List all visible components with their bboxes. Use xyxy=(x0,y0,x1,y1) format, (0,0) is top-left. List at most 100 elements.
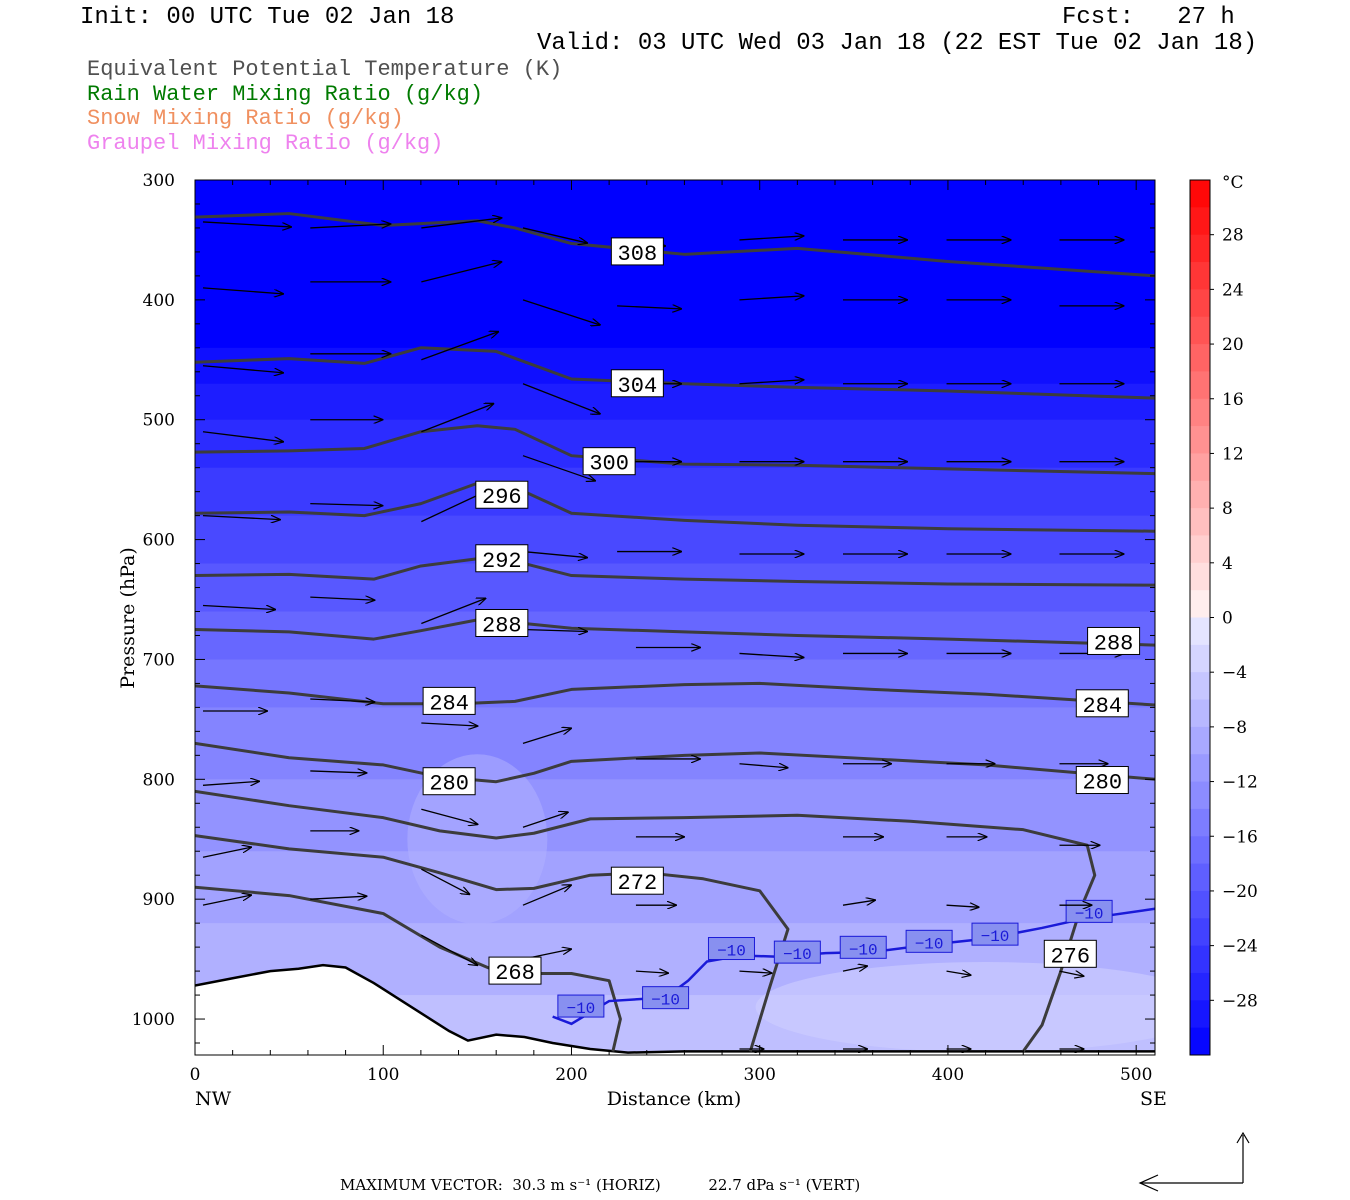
wind-vector xyxy=(617,306,681,309)
y-tick-label: 700 xyxy=(143,650,175,670)
isotherm-label: −10 xyxy=(566,1000,595,1018)
contour-labels: 308 304 300 296 292 288 288 284 284 280 280 272 276 2… xyxy=(422,237,1141,986)
contour-label: 280 xyxy=(1082,771,1122,796)
valid-time: Valid: 03 UTC Wed 03 Jan 18 (22 EST Tue … xyxy=(537,30,1258,57)
theta-e-contour xyxy=(195,346,1155,400)
wind-vector xyxy=(522,455,595,481)
legend-theta-e: Equivalent Potential Temperature (K) xyxy=(87,57,563,82)
theta-e-contour xyxy=(195,789,1097,1053)
wind-vector xyxy=(739,236,803,241)
contour-label-box xyxy=(475,480,529,509)
colorbar-tick-label: −20 xyxy=(1222,882,1258,902)
x-tick-label: 300 xyxy=(743,1065,775,1085)
contour-label-box xyxy=(422,686,476,715)
contour-label: 276 xyxy=(1050,944,1090,969)
wind-vector xyxy=(421,868,469,894)
wind-vector xyxy=(739,971,771,973)
y-tick-label: 400 xyxy=(143,291,175,311)
legend-snow: Snow Mixing Ratio (g/kg) xyxy=(87,106,404,131)
colorbar-swatch xyxy=(1190,480,1210,509)
wind-vector xyxy=(1059,971,1083,976)
isotherm-label-box xyxy=(905,929,953,953)
colorbar-swatch xyxy=(1190,535,1210,564)
legend-rain: Rain Water Mixing Ratio (g/kg) xyxy=(87,82,484,107)
colorbar-swatch xyxy=(1190,918,1210,947)
wind-vector xyxy=(522,812,568,828)
isotherm-label-box xyxy=(642,986,690,1010)
colorbar-swatch xyxy=(1190,344,1210,372)
wind-vector xyxy=(310,504,382,506)
wind-vector xyxy=(946,971,971,975)
wind-vector xyxy=(310,597,374,600)
wind-vector xyxy=(842,966,867,971)
x-tick-label: 500 xyxy=(1120,1065,1152,1085)
contour-label: 292 xyxy=(482,549,522,574)
terrain xyxy=(195,963,1155,1055)
colorbar: °C 28 24 20 16 12 8 4 0 −4 −8 −12 −16 −20 −24 −28 xyxy=(1189,173,1258,1056)
contour-label: 284 xyxy=(429,691,469,716)
colorbar-unit: °C xyxy=(1222,173,1244,193)
x-tick-label: 400 xyxy=(932,1065,964,1085)
axes: 0 100 200 300 400 500 300 400 500 600 700 800 900 100… xyxy=(132,171,1155,1085)
contour-label-box xyxy=(475,608,529,637)
wind-vector xyxy=(421,404,493,433)
colorbar-tick-label: 20 xyxy=(1222,335,1244,355)
contour-label: 288 xyxy=(482,613,522,638)
colorbar-tick-label: −8 xyxy=(1222,718,1247,738)
colorbar-swatch xyxy=(1190,398,1210,427)
contour-label: 308 xyxy=(618,242,658,267)
temp-band xyxy=(195,779,1155,853)
warm-tongue xyxy=(407,754,548,925)
max-vector-label: MAXIMUM VECTOR: xyxy=(340,1176,503,1194)
colorbar-swatch xyxy=(1190,972,1210,1001)
contour-label-box xyxy=(1043,939,1097,968)
isotherm-label-box xyxy=(773,940,821,964)
colorbar-swatch xyxy=(1190,644,1210,673)
colorbar-tick-label: 8 xyxy=(1222,499,1233,519)
colorbar-swatch xyxy=(1190,781,1210,810)
wind-vector xyxy=(202,221,291,227)
theta-e-contour xyxy=(195,424,1155,476)
wind-vector xyxy=(946,905,979,907)
wind-vector xyxy=(421,598,485,625)
colorbar-swatch xyxy=(1190,316,1210,345)
near-surface-band xyxy=(755,962,1155,1053)
contour-label-box xyxy=(422,767,476,796)
colorbar-swatch xyxy=(1190,590,1210,618)
wind-vector xyxy=(421,332,498,361)
wind-vector xyxy=(202,287,283,294)
colorbar-swatch xyxy=(1190,726,1210,755)
colorbar-tick-label: 28 xyxy=(1222,226,1244,246)
wind-vector xyxy=(522,629,587,631)
contour-label: 272 xyxy=(618,871,658,896)
wind-vector xyxy=(421,808,477,824)
contour-label-box xyxy=(488,956,542,985)
terrain-fill xyxy=(195,965,1155,1055)
contour-label: 304 xyxy=(618,374,658,399)
wind-vectors xyxy=(202,218,1123,1049)
wind-vector xyxy=(635,971,668,973)
colorbar-swatch xyxy=(1190,562,1210,591)
wind-vector xyxy=(421,218,501,229)
colorbar-swatch xyxy=(1190,262,1210,290)
isotherm-label-box xyxy=(557,994,605,1018)
y-axis-title: Pressure (hPa) xyxy=(117,547,139,689)
temp-band xyxy=(195,383,1155,421)
temp-band xyxy=(195,467,1155,517)
colorbar-swatch xyxy=(1190,808,1210,837)
isotherm-label-box xyxy=(971,922,1019,946)
contour-label-box xyxy=(1087,626,1141,655)
y-tick-label: 1000 xyxy=(132,1010,175,1030)
wind-vector xyxy=(310,896,366,899)
isotherm-label-box xyxy=(707,937,755,961)
colorbar-swatch xyxy=(1190,207,1210,236)
x-tick-label: 0 xyxy=(190,1065,201,1085)
colorbar-swatch xyxy=(1190,836,1210,865)
wind-vector xyxy=(310,224,390,229)
x-axis-title: Distance (km) xyxy=(607,1088,742,1110)
contour-label-box xyxy=(610,369,664,398)
temp-band xyxy=(195,851,1155,925)
contour-label: 288 xyxy=(1094,631,1134,656)
isotherm-label-box xyxy=(1065,899,1113,923)
reference-vector-icon xyxy=(1138,1131,1250,1192)
